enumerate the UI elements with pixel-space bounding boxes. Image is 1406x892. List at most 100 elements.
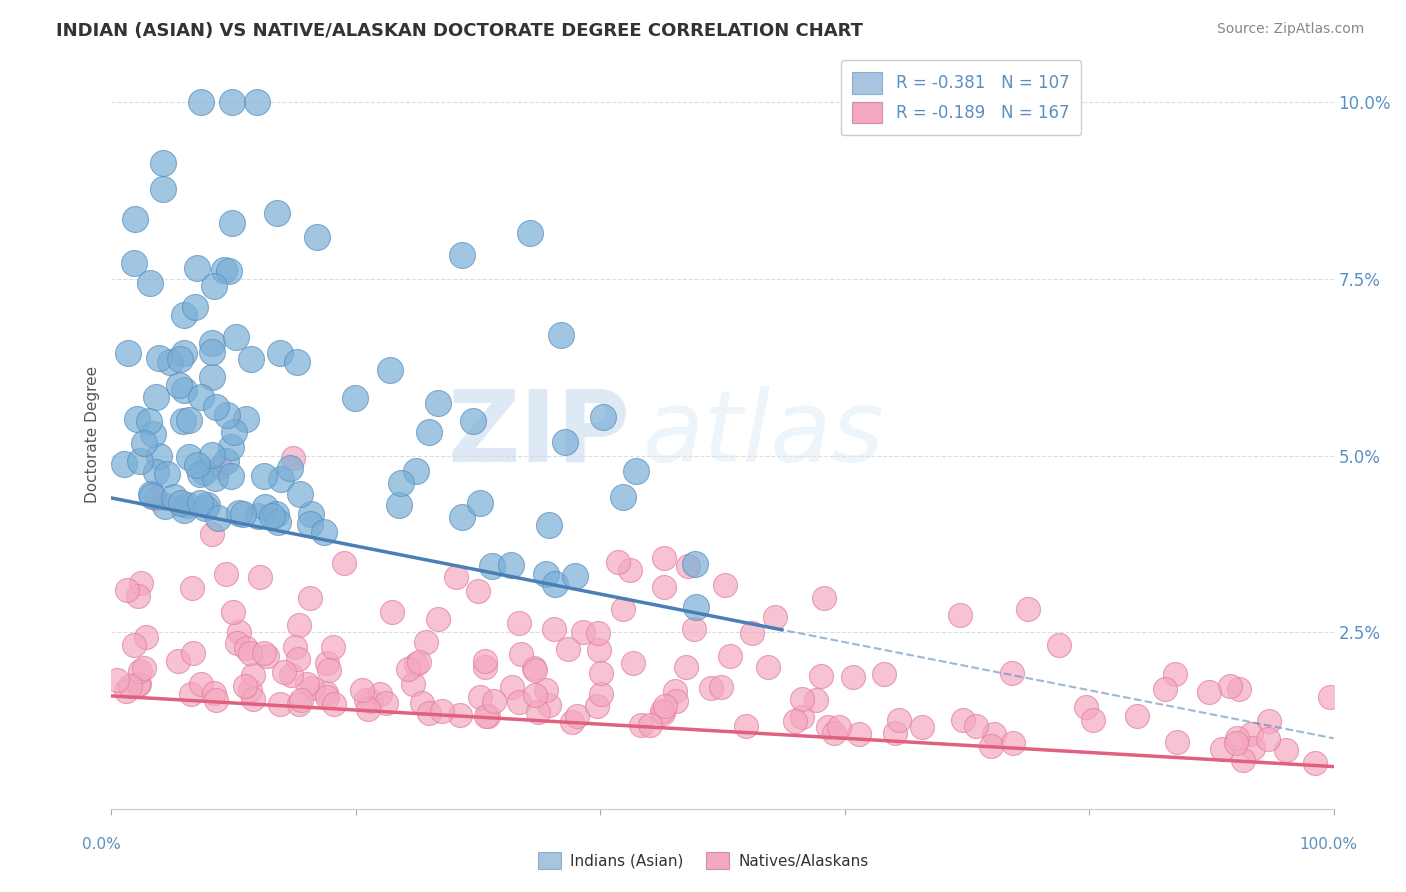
Point — [180, 582, 202, 596]
Point — [477, 709, 499, 723]
Point — [408, 655, 430, 669]
Point — [163, 490, 186, 504]
Point — [290, 692, 312, 706]
Point — [652, 580, 675, 594]
Point — [333, 557, 356, 571]
Point — [186, 458, 208, 472]
Point — [1000, 666, 1022, 681]
Point — [391, 476, 413, 491]
Point — [785, 714, 807, 728]
Point — [135, 630, 157, 644]
Point — [1047, 639, 1070, 653]
Point — [884, 726, 907, 740]
Point — [810, 669, 832, 683]
Point — [374, 697, 396, 711]
Point — [432, 704, 454, 718]
Point — [1241, 741, 1264, 756]
Point — [295, 676, 318, 690]
Point — [1198, 685, 1220, 699]
Point — [184, 300, 207, 314]
Point — [204, 279, 226, 293]
Point — [269, 697, 291, 711]
Point — [221, 216, 243, 230]
Point — [212, 263, 235, 277]
Point — [105, 673, 128, 688]
Point — [1275, 742, 1298, 756]
Point — [678, 558, 700, 573]
Point — [586, 698, 609, 713]
Point — [481, 559, 503, 574]
Point — [828, 720, 851, 734]
Point — [217, 408, 239, 422]
Point — [804, 693, 827, 707]
Point — [226, 636, 249, 650]
Point — [170, 496, 193, 510]
Point — [911, 720, 934, 734]
Point — [591, 687, 613, 701]
Point — [247, 509, 270, 524]
Text: 100.0%: 100.0% — [1299, 838, 1358, 852]
Point — [239, 352, 262, 367]
Point — [638, 718, 661, 732]
Point — [209, 459, 232, 474]
Point — [449, 707, 471, 722]
Point — [415, 634, 437, 648]
Point — [145, 465, 167, 479]
Point — [607, 555, 630, 569]
Point — [444, 570, 467, 584]
Point — [273, 665, 295, 680]
Point — [360, 694, 382, 708]
Point — [1153, 682, 1175, 697]
Point — [654, 699, 676, 714]
Point — [145, 491, 167, 505]
Point — [1227, 682, 1250, 697]
Point — [202, 686, 225, 700]
Point — [510, 647, 533, 661]
Point — [239, 646, 262, 660]
Point — [1219, 679, 1241, 693]
Point — [405, 657, 427, 671]
Point — [1257, 732, 1279, 747]
Point — [242, 668, 264, 682]
Point — [470, 690, 492, 705]
Point — [1074, 699, 1097, 714]
Point — [204, 470, 226, 484]
Point — [475, 709, 498, 723]
Point — [318, 664, 340, 678]
Point — [201, 336, 224, 351]
Point — [586, 626, 609, 640]
Point — [1303, 756, 1326, 770]
Point — [122, 638, 145, 652]
Point — [561, 714, 583, 729]
Point — [222, 605, 245, 619]
Point — [1001, 736, 1024, 750]
Point — [508, 695, 530, 709]
Point — [117, 346, 139, 360]
Point — [190, 677, 212, 691]
Point — [172, 414, 194, 428]
Point — [474, 660, 496, 674]
Point — [281, 450, 304, 465]
Point — [287, 618, 309, 632]
Point — [461, 414, 484, 428]
Point — [523, 661, 546, 675]
Text: ZIP: ZIP — [449, 386, 631, 483]
Point — [418, 425, 440, 440]
Point — [630, 718, 652, 732]
Text: 0.0%: 0.0% — [82, 838, 121, 852]
Point — [519, 226, 541, 240]
Point — [188, 496, 211, 510]
Point — [169, 352, 191, 367]
Point — [183, 646, 205, 660]
Point — [685, 599, 707, 614]
Point — [467, 583, 489, 598]
Point — [1017, 602, 1039, 616]
Point — [523, 663, 546, 677]
Point — [148, 449, 170, 463]
Point — [315, 686, 337, 700]
Point — [156, 467, 179, 481]
Point — [148, 351, 170, 366]
Point — [194, 501, 217, 516]
Point — [405, 464, 427, 478]
Point — [139, 487, 162, 501]
